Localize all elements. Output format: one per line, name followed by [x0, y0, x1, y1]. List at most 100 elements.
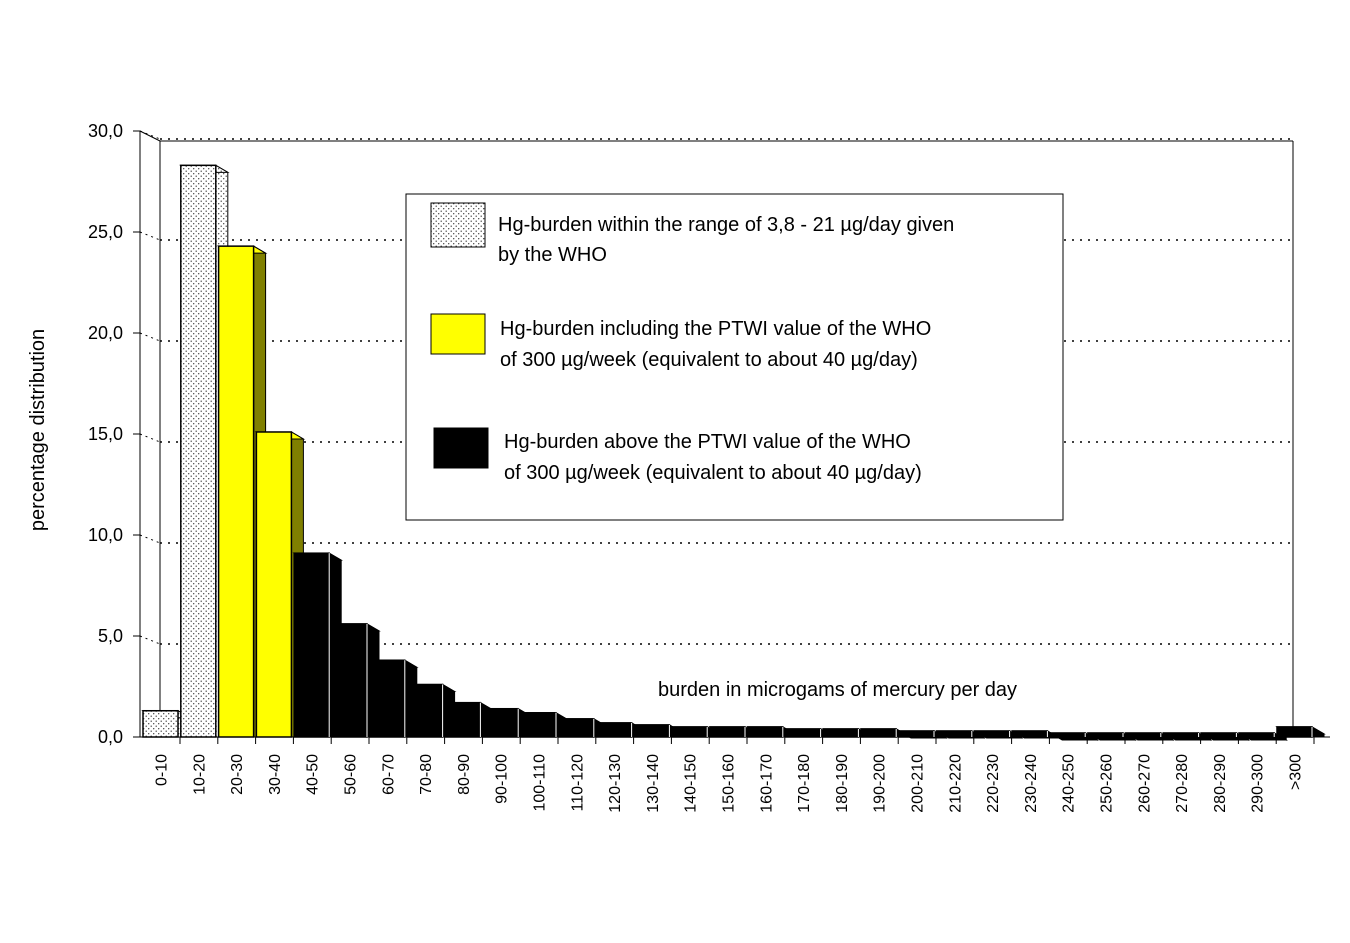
x-tick-label: 140-150	[683, 754, 700, 813]
bar-front	[747, 726, 784, 738]
x-tick-label: 50-60	[343, 754, 360, 795]
y-tick-label: 15,0	[88, 424, 123, 444]
bar-front	[1011, 730, 1049, 738]
bar-front	[142, 709, 179, 738]
x-tick-label: >300	[1288, 754, 1305, 790]
gridline-connector	[139, 534, 161, 544]
y-tick-label: 30,0	[88, 121, 123, 141]
bar-front	[293, 552, 330, 738]
x-tick-label: 150-160	[721, 754, 738, 813]
bar-front	[1125, 732, 1162, 738]
x-tick-label: 20-30	[229, 754, 246, 795]
legend-label-ptwi-line1: Hg-burden including the PTWI value of th…	[500, 318, 931, 340]
bar->300	[1275, 726, 1326, 738]
x-tick-label: 110-120	[569, 754, 586, 812]
bar-front	[331, 623, 368, 738]
bar-front	[1238, 732, 1275, 738]
legend-label-who-line2: by the WHO	[498, 244, 607, 266]
bar-front	[558, 718, 595, 738]
bar-front	[1276, 726, 1313, 738]
x-tick-label: 130-140	[645, 754, 662, 813]
gridline-connector	[139, 332, 161, 342]
bar-60-70	[367, 659, 419, 738]
legend-label-above-line1: Hg-burden above the PTWI value of the WH…	[504, 431, 911, 453]
bar-front	[860, 728, 897, 738]
x-tick-label: 250-260	[1099, 754, 1116, 813]
x-tick-label: 30-40	[267, 754, 284, 795]
y-tick-label: 20,0	[88, 323, 123, 343]
y-tick-label: 5,0	[98, 626, 123, 646]
bar-front	[482, 707, 519, 738]
x-tick-label: 200-210	[910, 754, 927, 813]
x-tick-label: 280-290	[1212, 754, 1229, 813]
legend-box	[405, 193, 1064, 521]
bars	[141, 164, 1326, 741]
bar-280-290	[1199, 732, 1251, 741]
bar-front	[444, 701, 482, 738]
bar-front	[1162, 732, 1200, 738]
x-tick-label: 230-240	[1023, 754, 1040, 813]
bar-front	[1049, 732, 1086, 738]
legend-label-ptwi-line2: of 300 µg/week (equivalent to about 40 µ…	[500, 349, 918, 371]
x-tick-label: 290-300	[1250, 754, 1267, 813]
legend-label-above-line2: of 300 µg/week (equivalent to about 40 µ…	[504, 462, 922, 484]
bar-front	[898, 730, 935, 738]
gridline-connector	[139, 231, 161, 241]
x-annotation: burden in microgams of mercury per day	[658, 679, 1017, 701]
x-tick-label: 90-100	[494, 754, 511, 804]
x-tick-label: 0-10	[154, 754, 171, 786]
y-ticks: 0,0 5,0 10,0 15,0 20,0 25,0 30,0	[88, 121, 140, 747]
x-tick-label: 180-190	[834, 754, 851, 813]
x-tick-label: 120-130	[607, 754, 624, 813]
x-tick-label: 70-80	[418, 754, 435, 795]
bar-front	[973, 730, 1011, 738]
x-tick-label: 220-230	[985, 754, 1002, 813]
legend-swatch-who	[430, 202, 486, 248]
x-tick-label: 240-250	[1061, 754, 1078, 813]
x-tick-label: 190-200	[872, 754, 889, 813]
y-axis-label: percentage distribution	[27, 329, 49, 531]
x-tick-label: 100-110	[532, 754, 549, 812]
legend-swatch-ptwi	[430, 313, 486, 355]
bar-front	[822, 728, 860, 738]
bar-210-220	[934, 730, 986, 739]
x-tick-label: 10-20	[191, 754, 208, 795]
x-tick-label: 210-220	[947, 754, 964, 813]
x-tick-label: 80-90	[456, 754, 473, 795]
bar-20-30	[216, 245, 268, 738]
bar-front	[784, 728, 822, 738]
y-tick-label: 0,0	[98, 727, 123, 747]
gridlines	[139, 130, 1293, 645]
bar-front	[180, 164, 217, 738]
bar-front	[406, 683, 444, 738]
x-tick-label: 270-280	[1174, 754, 1191, 813]
x-tick-label: 60-70	[380, 754, 397, 795]
bar-270-280	[1161, 732, 1213, 741]
bar-front	[255, 431, 293, 738]
bar-front	[520, 712, 557, 738]
bar-50-60	[330, 623, 381, 738]
bar-front	[633, 724, 671, 738]
gridline-connector	[139, 635, 161, 645]
y-tick-label: 10,0	[88, 525, 123, 545]
bar-front	[671, 726, 708, 738]
x-tick-labels: 0-10 10-20 20-30 30-40 40-50 50-60 60-70 70-80 8…	[154, 737, 1315, 813]
y-tick-label: 25,0	[88, 222, 123, 242]
bar-front	[936, 730, 973, 738]
gridline-connector	[139, 433, 161, 443]
bar-70-80	[405, 683, 457, 738]
legend-swatch-above	[433, 427, 489, 469]
x-tick-label: 160-170	[758, 754, 775, 813]
legend: Hg-burden within the range of 3,8 - 21 µ…	[405, 193, 1064, 521]
x-tick-label: 260-270	[1136, 754, 1153, 813]
legend-label-who-line1: Hg-burden within the range of 3,8 - 21 µ…	[498, 214, 954, 236]
bar-front	[709, 726, 746, 738]
x-tick-label: 170-180	[796, 754, 813, 813]
bar-front	[369, 659, 406, 738]
bar-front	[595, 722, 633, 738]
x-tick-label: 40-50	[305, 754, 322, 795]
bar-front	[1200, 732, 1238, 738]
bar-front	[217, 245, 255, 738]
bar-front	[1087, 732, 1124, 738]
